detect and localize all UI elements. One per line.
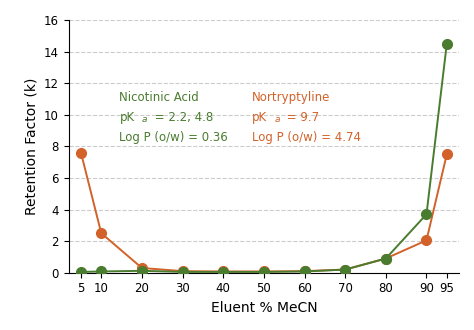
Text: Log P (o/w) = 4.74: Log P (o/w) = 4.74 xyxy=(252,131,361,144)
Text: pK: pK xyxy=(252,111,267,124)
Text: pK: pK xyxy=(119,111,135,124)
Text: Nortryptyline: Nortryptyline xyxy=(252,91,330,104)
Text: a: a xyxy=(275,115,280,124)
Text: = 9.7: = 9.7 xyxy=(283,111,319,124)
Y-axis label: Retention Factor (k): Retention Factor (k) xyxy=(25,78,38,215)
Text: Log P (o/w) = 0.36: Log P (o/w) = 0.36 xyxy=(119,131,228,144)
Text: Nicotinic Acid: Nicotinic Acid xyxy=(119,91,199,104)
X-axis label: Eluent % MeCN: Eluent % MeCN xyxy=(210,301,317,315)
Text: a: a xyxy=(142,115,147,124)
Text: = 2.2, 4.8: = 2.2, 4.8 xyxy=(151,111,213,124)
